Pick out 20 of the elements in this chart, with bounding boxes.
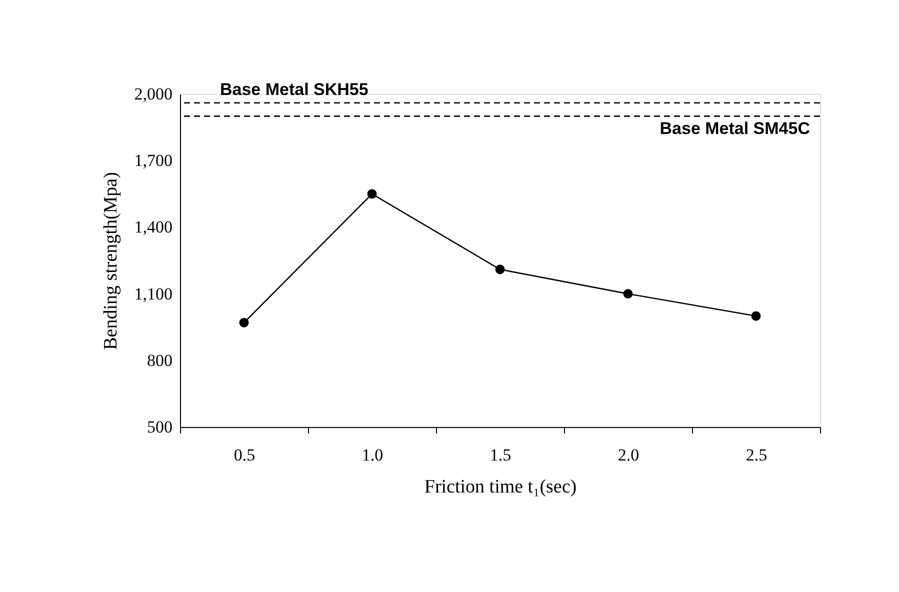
ref-line-label: Base Metal SKH55 <box>220 80 368 99</box>
y-tick-label: 2,000 <box>134 84 172 104</box>
x-tick-label: 1.0 <box>362 446 384 464</box>
point <box>239 318 249 328</box>
y-tick-label: 1,400 <box>134 218 172 237</box>
ref-line-label: Base Metal SM45C <box>660 119 810 138</box>
x-tick-label: 2.0 <box>618 446 640 464</box>
point <box>367 189 377 199</box>
point <box>623 289 633 299</box>
x-tick-label: 0.5 <box>234 446 256 464</box>
y-tick-label: 1,100 <box>134 284 172 304</box>
x-axis-title: Friction time t₁(sec) <box>424 476 577 498</box>
point <box>495 264 505 274</box>
point <box>751 311 761 321</box>
x-tick-label: 2.5 <box>746 446 768 464</box>
y-axis-title: Bending strength(Mpa) <box>100 172 122 350</box>
x-tick-label: 1.5 <box>490 446 512 464</box>
y-tick-label: 1,700 <box>134 151 172 170</box>
y-tick-label: 500 <box>147 418 172 436</box>
y-tick-label: 800 <box>147 350 172 370</box>
